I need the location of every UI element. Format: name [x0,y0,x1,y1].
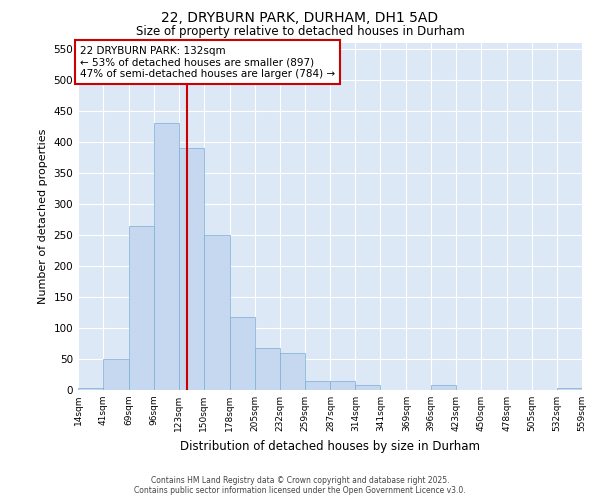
Bar [557,388,582,390]
Bar [103,359,129,390]
Bar [305,380,331,390]
Bar [179,148,204,390]
Bar [331,380,355,390]
Text: Contains HM Land Registry data © Crown copyright and database right 2025.
Contai: Contains HM Land Registry data © Crown c… [134,476,466,495]
Bar [154,123,179,390]
X-axis label: Distribution of detached houses by size in Durham: Distribution of detached houses by size … [180,440,480,452]
Text: Size of property relative to detached houses in Durham: Size of property relative to detached ho… [136,25,464,38]
Y-axis label: Number of detached properties: Number of detached properties [38,128,48,304]
Bar [355,385,380,390]
Bar [230,318,254,390]
Text: 22 DRYBURN PARK: 132sqm
← 53% of detached houses are smaller (897)
47% of semi-d: 22 DRYBURN PARK: 132sqm ← 53% of detache… [80,46,335,79]
Bar [431,385,456,390]
Bar [280,353,305,390]
Text: 22, DRYBURN PARK, DURHAM, DH1 5AD: 22, DRYBURN PARK, DURHAM, DH1 5AD [161,11,439,25]
Bar [254,348,280,390]
Bar [78,388,103,390]
Bar [204,235,230,390]
Bar [129,226,154,390]
